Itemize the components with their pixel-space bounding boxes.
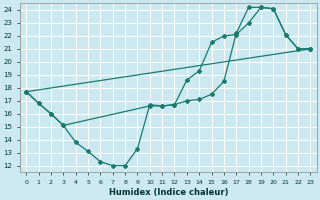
X-axis label: Humidex (Indice chaleur): Humidex (Indice chaleur) <box>108 188 228 197</box>
